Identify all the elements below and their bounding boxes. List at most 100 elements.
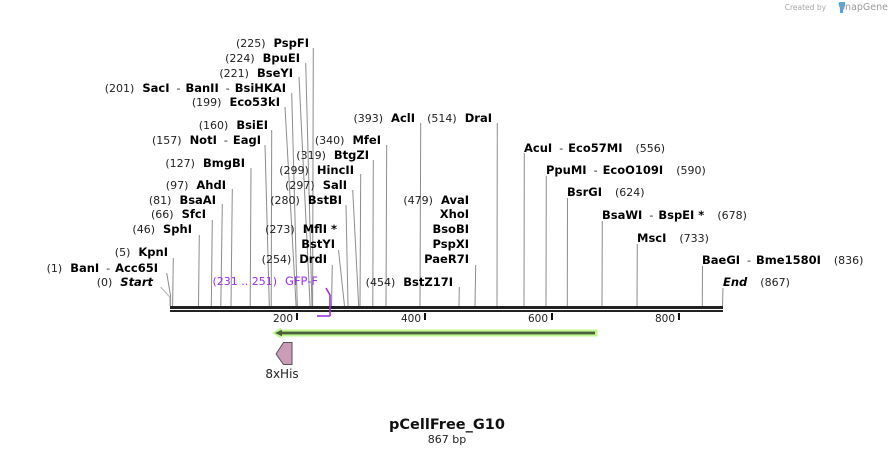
his-tag-feature-arrow[interactable]: [275, 342, 293, 365]
enzyme-name: BanII: [185, 81, 219, 95]
site-line-bsiei: [270, 129, 273, 307]
separator: [649, 209, 653, 222]
site-label-hincii[interactable]: (299) HincII: [279, 162, 354, 178]
plasmid-length: 867 bp: [427, 433, 467, 446]
site-label-ppumi-ecoo109i[interactable]: PpuMI EcoO109I (590): [546, 162, 706, 178]
enzyme-name: PaeR7I: [424, 252, 469, 266]
site-line-start: [160, 286, 171, 306]
site-label-bsrgi[interactable]: BsrGI (624): [567, 184, 645, 200]
site-line-saci: [291, 92, 298, 307]
ruler-label-400: 400: [400, 313, 421, 325]
enzyme-name: EagI: [232, 133, 261, 147]
site-label-kpni[interactable]: (5) KpnI: [115, 244, 168, 260]
his-tag-label[interactable]: 8xHis: [265, 367, 299, 381]
enzyme-name: MflI *: [302, 222, 337, 236]
site-label-end[interactable]: End (867): [723, 274, 790, 290]
site-label-pspxi[interactable]: PspXI: [433, 236, 469, 251]
site-line-eco53ki: [284, 106, 297, 307]
enzyme-name: PspFI: [273, 36, 309, 50]
enzyme-name: AcuI: [524, 141, 553, 155]
site-position: (393): [353, 112, 384, 125]
enzyme-name: EcoO109I: [602, 163, 664, 177]
site-label-bsawi-bspei[interactable]: BsaWI BspEI * (678): [602, 207, 747, 223]
site-label-drdi[interactable]: (254) DrdI: [262, 251, 327, 267]
site-label-mfei[interactable]: (340) MfeI: [315, 132, 381, 148]
site-label-msci[interactable]: MscI (733): [637, 230, 709, 246]
site-label-saci-banii-bsihkai[interactable]: (201) SacI BanII BsiHKAI: [105, 80, 286, 96]
ruler-label-800: 800: [654, 313, 675, 325]
site-label-start[interactable]: (0) Start: [97, 274, 153, 290]
snapgene-branding: Created by SnapGene: [785, 1, 888, 14]
enzyme-name: BstZ17I: [403, 275, 453, 289]
site-position: (454): [365, 276, 396, 289]
site-position: (46): [132, 223, 156, 236]
separator: [594, 164, 598, 177]
enzyme-name: BpuEI: [262, 51, 300, 65]
site-label-bani-acc65i[interactable]: (1) BanI Acc65I: [47, 260, 158, 276]
site-label-bsobi[interactable]: BsoBI: [432, 221, 469, 236]
site-label-pspfi[interactable]: (225) PspFI: [236, 35, 309, 51]
site-position: (160): [198, 119, 229, 132]
primer-gfp-f-marker[interactable]: [317, 287, 331, 317]
enzyme-name: SacI: [142, 81, 170, 95]
site-label-bstbi[interactable]: (280) BstBI: [270, 192, 342, 208]
site-label-avai[interactable]: (479) AvaI: [403, 192, 469, 208]
site-label-bpuei[interactable]: (224) BpuEI: [225, 50, 300, 66]
site-label-eco53ki[interactable]: (199) Eco53kI: [192, 94, 280, 110]
site-label-sali[interactable]: (297) SalI: [285, 177, 347, 193]
site-label-bsaai[interactable]: (81) BsaAI: [149, 192, 216, 208]
enzyme-name: SfcI: [181, 207, 206, 221]
enzyme-name: BsiHKAI: [234, 81, 286, 95]
site-line-bstbi: [345, 204, 349, 307]
enzyme-name: BsaWI: [602, 208, 643, 222]
site-label-baegi-bme1580i[interactable]: BaeGI Bme1580I (836): [702, 252, 863, 268]
site-label-btgzi[interactable]: (319) BtgZI: [296, 147, 369, 163]
site-line-end: [722, 287, 724, 307]
tick-600: [551, 313, 553, 320]
site-label-bstyi[interactable]: BstYI: [301, 236, 335, 251]
site-position: (1): [46, 262, 63, 275]
snapgene-logo-spacer: [830, 2, 836, 13]
site-label-ahdi[interactable]: (97) AhdI: [166, 177, 226, 193]
site-label-bstz17i[interactable]: (454) BstZ17I: [366, 274, 453, 290]
site-position: (556): [635, 142, 666, 155]
site-line-bseyi: [298, 76, 311, 307]
site-label-noti-eagi[interactable]: (157) NotI EagI: [152, 132, 261, 148]
site-label-acli[interactable]: (393) AclI: [353, 110, 415, 126]
primer-range: (231 .. 251): [212, 275, 278, 288]
tick-400: [424, 313, 426, 320]
start-marker: Start: [120, 275, 153, 289]
site-position: (5): [114, 246, 131, 259]
site-line-avai: [474, 264, 477, 307]
primer-name: GFP-F: [285, 274, 318, 288]
enzyme-name: BaeGI: [702, 253, 741, 267]
enzyme-name: AhdI: [196, 178, 226, 192]
site-line-bani: [166, 272, 172, 306]
orf-arrow-reverse[interactable]: [272, 327, 598, 339]
site-line-bpuei: [305, 62, 313, 307]
sequence-backbone[interactable]: [170, 306, 723, 312]
site-position: (867): [760, 276, 790, 289]
site-label-acui-eco57mi[interactable]: AcuI Eco57MI (556): [524, 140, 665, 156]
site-position: (678): [717, 209, 747, 222]
site-label-bseyi[interactable]: (221) BseYI: [219, 65, 293, 81]
site-label-xhoi[interactable]: XhoI: [440, 206, 469, 221]
site-label-bmgbi[interactable]: (127) BmgBI: [165, 155, 245, 171]
site-position: (624): [615, 186, 645, 199]
primer-label-gfp-f[interactable]: (231 .. 251) GFP-F: [212, 274, 318, 289]
site-position: (221): [219, 67, 249, 80]
separator: [747, 254, 751, 267]
site-label-sphi[interactable]: (46) SphI: [132, 221, 192, 237]
site-position: (836): [833, 254, 864, 267]
site-line-acli: [419, 122, 422, 307]
site-label-mfli[interactable]: (273) MflI *: [265, 221, 337, 237]
site-label-sfci[interactable]: (66) SfcI: [151, 206, 206, 222]
site-label-bsiei[interactable]: (160) BsiEI: [199, 117, 268, 133]
enzyme-name: BspEI *: [658, 208, 705, 222]
site-label-paer7i[interactable]: PaeR7I: [424, 251, 469, 266]
site-label-drai[interactable]: (514) DraI: [427, 110, 492, 126]
site-line-bsaai: [220, 203, 223, 307]
site-position: (299): [279, 164, 309, 177]
site-line-kpni: [172, 257, 174, 307]
enzyme-name: BsaAI: [179, 193, 216, 207]
